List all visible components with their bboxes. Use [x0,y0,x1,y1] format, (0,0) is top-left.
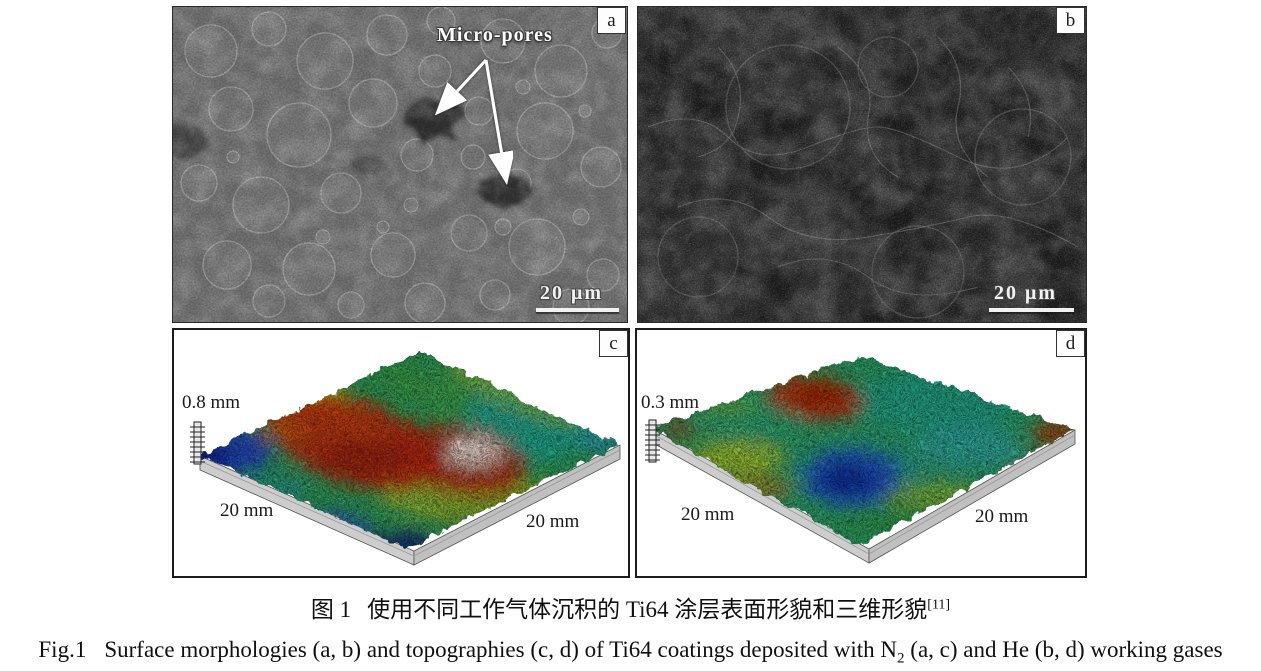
axis-label-left-d: 20 mm [681,504,735,525]
panel-letter-c: c [599,330,628,357]
panel-b-sem-micrograph: b 20 μm [637,6,1087,323]
panel-letter-d: d [1056,330,1085,357]
caption-zh-text: 使用不同工作气体沉积的 Ti64 涂层表面形貌和三维形貌 [367,597,928,622]
scale-bar-label-a: 20 μm [540,282,603,304]
caption-chinese: 图 1 使用不同工作气体沉积的 Ti64 涂层表面形貌和三维形貌[11] [0,590,1261,624]
topography-surface-d [645,356,1076,564]
caption-english: Fig.1 Surface morphologies (a, b) and top… [0,637,1261,668]
scale-bar-line-b [989,308,1074,312]
arrow-to-pore-1 [434,58,488,116]
axis-label-left-c: 20 mm [220,500,274,521]
micropores-label: Micro-pores [437,24,553,46]
sem-texture-a [173,7,627,322]
caption-en-text-2: (a, c) and He (b, d) working gases [904,637,1223,662]
panel-c-3d-topography: 0.8 mm 20 mm 20 mm c [172,328,630,578]
axis-label-right-d: 20 mm [975,506,1029,527]
height-scale-label-c: 0.8 mm [182,392,241,413]
micropores-annotation-arrows [434,58,515,185]
scale-bar-line-a [536,308,619,312]
sem-texture-b [638,7,1086,322]
caption-en-subscript: 2 [897,650,905,667]
height-scale-ruler-d [645,419,660,463]
caption-en-text-1: Surface morphologies (a, b) and topograp… [104,637,898,662]
panel-a-sem-micrograph: Micro-pores a 20 μm [172,6,628,323]
height-scale-ruler-c [190,421,205,465]
caption-zh-fig-label: 图 1 [310,597,352,622]
panel-letter-b: b [1056,7,1085,34]
base-slab-d [650,427,1076,564]
panel-d-3d-topography: 0.3 mm 20 mm 20 mm d [635,328,1087,578]
caption-en-fig-label: Fig.1 [38,637,87,662]
scale-bar-label-b: 20 μm [994,282,1057,304]
topography-surface-c [190,352,621,566]
axis-label-right-c: 20 mm [526,511,580,532]
caption-zh-reference: [11] [927,597,951,613]
arrow-to-pore-2 [484,59,515,185]
height-scale-label-d: 0.3 mm [641,392,700,413]
panel-letter-a: a [597,7,626,34]
